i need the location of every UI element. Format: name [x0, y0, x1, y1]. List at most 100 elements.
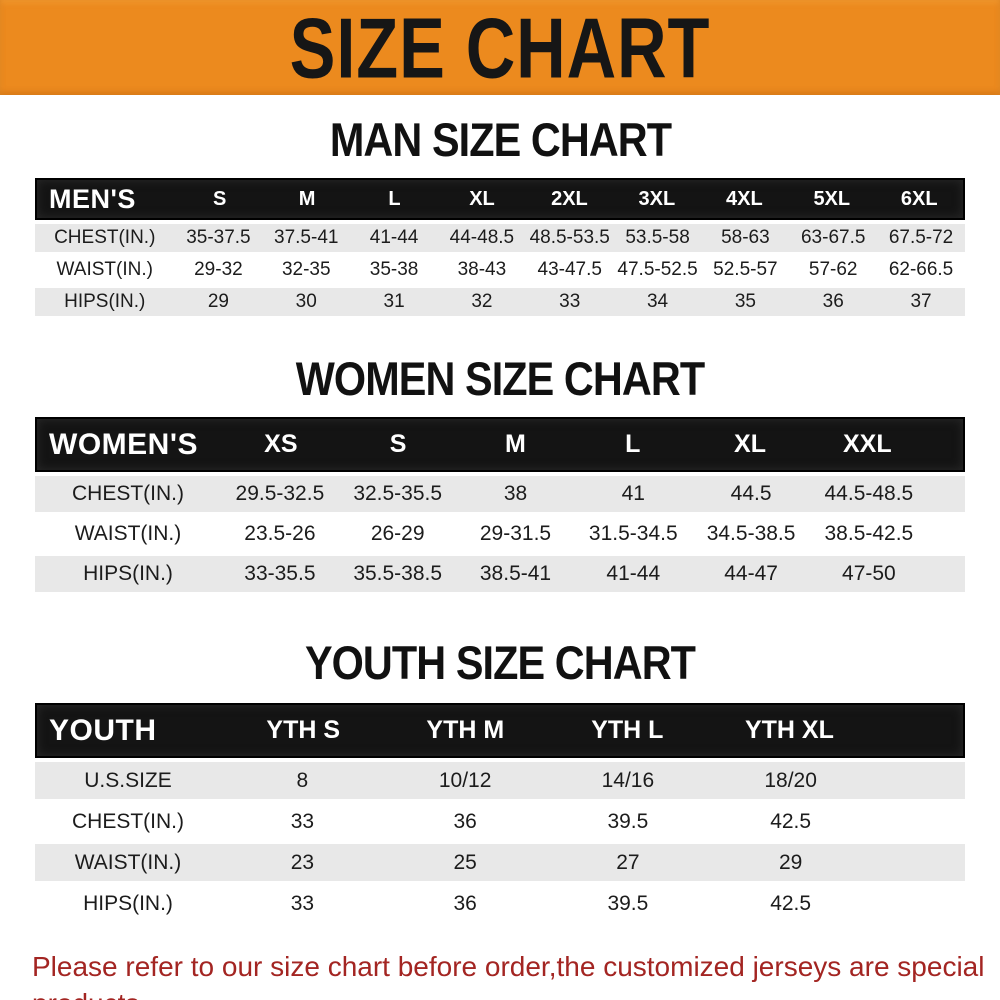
size-value-cell: 52.5-57	[713, 259, 778, 280]
table-row: CHEST(IN.) 29.5-32.5 32.5-35.5 38 41 44.5 44.5…	[35, 476, 965, 512]
table-row: WAIST(IN.) 23 25 27 29	[35, 844, 965, 881]
size-value-cell: 36	[453, 809, 477, 833]
section-heading-text: MAN SIZE CHART	[329, 112, 671, 167]
row-label: HIPS(IN.)	[83, 562, 173, 585]
size-value-cell: 44.5-48.5	[824, 482, 914, 505]
size-value-cell: 47-50	[842, 562, 896, 585]
size-table: YOUTH YTH S YTH M YTH L YTH XL U.S.SIZE 8 10/12…	[35, 703, 965, 922]
disclaimer-line-1: Please refer to our size chart before or…	[32, 951, 985, 1000]
size-chart-banner: SIZE CHART	[0, 0, 1000, 95]
table-header-label: WOMEN'S	[49, 427, 198, 461]
size-column-header: XL	[734, 430, 766, 458]
size-column-header: 6XL	[900, 187, 938, 210]
size-column-header: M	[298, 187, 316, 210]
size-column-header: YTH L	[591, 716, 664, 744]
size-value-cell: 33-35.5	[244, 562, 316, 585]
size-value-cell: 27	[616, 850, 640, 874]
row-label: U.S.SIZE	[84, 768, 172, 792]
size-table: WOMEN'S XS S M L XL XXL CHEST(IN.) 29.5-32.5 32.5…	[35, 417, 965, 592]
size-column-header: 5XL	[813, 187, 851, 210]
size-value-cell: 26-29	[370, 522, 425, 545]
size-value-cell: 18/20	[764, 768, 817, 792]
size-value-cell: 47.5-52.5	[617, 259, 698, 280]
size-value-cell: 38-43	[457, 259, 507, 280]
table-header-row: MEN'S S M L XL 2XL 3XL 4XL 5XL 6XL	[35, 178, 965, 220]
size-value-cell: 30	[295, 291, 317, 312]
size-section-0: MAN SIZE CHART MEN'S S M L XL 2XL 3XL 4XL 5XL 6XL C…	[0, 112, 1000, 316]
size-value-cell: 37	[910, 291, 932, 312]
size-column-header: L	[625, 430, 641, 458]
size-value-cell: 35	[734, 291, 756, 312]
size-table: MEN'S S M L XL 2XL 3XL 4XL 5XL 6XL CHEST(IN.) 35-37…	[35, 178, 965, 316]
size-column-header: L	[388, 187, 401, 210]
size-column-header: YTH S	[266, 716, 341, 744]
section-heading-text: YOUTH SIZE CHART	[304, 635, 696, 690]
size-value-cell: 44-47	[724, 562, 778, 585]
table-row: WAIST(IN.) 29-32 32-35 35-38 38-43 43-47.5 47.…	[35, 256, 965, 284]
size-value-cell: 44-48.5	[449, 227, 515, 248]
size-value-cell: 33	[559, 291, 581, 312]
section-heading: MAN SIZE CHART	[0, 112, 1000, 167]
size-value-cell: 39.5	[607, 809, 649, 833]
size-value-cell: 33	[290, 891, 315, 915]
size-section-1: WOMEN SIZE CHART WOMEN'S XS S M L XL XXL CHEST(I…	[0, 351, 1000, 592]
disclaimer: Please refer to our size chart before or…	[32, 948, 1000, 1000]
section-heading: WOMEN SIZE CHART	[0, 351, 1000, 406]
size-column-header: XL	[469, 187, 495, 210]
size-value-cell: 32	[471, 291, 493, 312]
size-value-cell: 42.5	[770, 891, 812, 915]
row-label: CHEST(IN.)	[72, 482, 184, 505]
size-value-cell: 35-38	[369, 259, 419, 280]
size-column-header: S	[212, 187, 227, 210]
size-column-header: XXL	[843, 430, 892, 458]
size-value-cell: 38.5-41	[479, 562, 552, 585]
size-value-cell: 23.5-26	[244, 522, 316, 545]
row-label: CHEST(IN.)	[54, 227, 156, 248]
size-section-2: YOUTH SIZE CHART YOUTH YTH S YTH M YTH L YTH …	[0, 635, 1000, 922]
size-value-cell: 63-67.5	[800, 227, 866, 248]
size-column-header: S	[389, 430, 407, 458]
table-row: WAIST(IN.) 23.5-26 26-29 29-31.5 31.5-34.5 34…	[35, 516, 965, 552]
size-value-cell: 48.5-53.5	[529, 227, 610, 248]
row-label: HIPS(IN.)	[83, 891, 173, 915]
size-value-cell: 32.5-35.5	[353, 482, 443, 505]
row-label: WAIST(IN.)	[74, 850, 182, 874]
size-value-cell: 58-63	[721, 227, 770, 248]
size-value-cell: 39.5	[607, 891, 649, 915]
size-value-cell: 31	[383, 291, 405, 312]
size-value-cell: 38.5-42.5	[824, 522, 914, 545]
table-row: HIPS(IN.) 33-35.5 35.5-38.5 38.5-41 41-44 44-…	[35, 556, 965, 592]
size-column-header: 4XL	[725, 187, 763, 210]
size-value-cell: 29-32	[194, 259, 243, 280]
table-header-label: MEN'S	[49, 183, 136, 214]
size-value-cell: 42.5	[770, 809, 812, 833]
size-value-cell: 33	[290, 809, 315, 833]
size-column-header: YTH XL	[744, 716, 834, 744]
table-row: CHEST(IN.) 35-37.5 37.5-41 41-44 44-48.5 48.5…	[35, 224, 965, 252]
size-value-cell: 34	[646, 291, 669, 312]
size-value-cell: 36	[822, 291, 844, 312]
row-label: CHEST(IN.)	[72, 809, 184, 833]
size-value-cell: 35.5-38.5	[353, 562, 443, 585]
size-value-cell: 10/12	[438, 768, 492, 792]
size-column-header: XS	[264, 430, 298, 458]
table-header-row: YOUTH YTH S YTH M YTH L YTH XL	[35, 703, 965, 758]
size-column-header: YTH M	[426, 716, 505, 744]
size-value-cell: 38	[503, 482, 528, 505]
size-value-cell: 23	[290, 850, 315, 874]
size-value-cell: 14/16	[601, 768, 655, 792]
size-value-cell: 34.5-38.5	[706, 522, 796, 545]
size-column-header: 2XL	[551, 187, 588, 210]
size-column-header: 3XL	[638, 187, 676, 210]
banner-title: SIZE CHART	[289, 0, 711, 96]
size-value-cell: 25	[453, 850, 477, 874]
size-value-cell: 31.5-34.5	[588, 522, 678, 545]
size-value-cell: 29.5-32.5	[235, 482, 325, 505]
size-value-cell: 29	[207, 291, 229, 312]
size-value-cell: 41-44	[606, 562, 661, 585]
section-heading-text: WOMEN SIZE CHART	[295, 351, 705, 406]
size-value-cell: 36	[453, 891, 477, 915]
size-value-cell: 43-47.5	[537, 259, 602, 280]
size-value-cell: 29-31.5	[479, 522, 552, 545]
